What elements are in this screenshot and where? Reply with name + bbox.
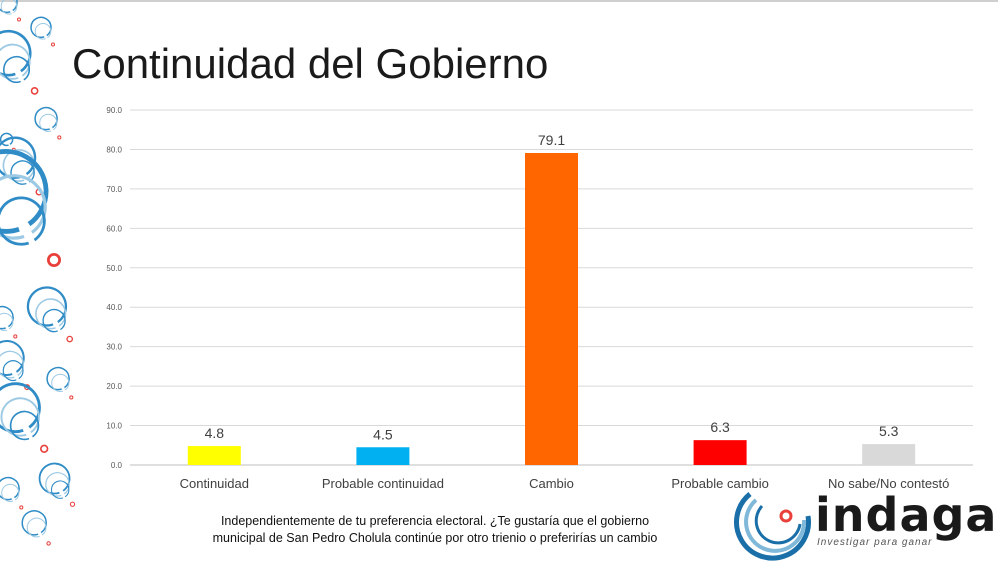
decorative-circle-icon: [38, 462, 76, 507]
data-label: 4.8: [205, 425, 225, 441]
x-category-label: Probable cambio: [671, 476, 769, 491]
x-category-label: Cambio: [529, 476, 574, 491]
data-label: 6.3: [710, 419, 730, 435]
bar-5: [862, 444, 916, 465]
top-border-line: [0, 0, 998, 2]
indaga-logo-mark: [734, 492, 811, 561]
y-tick-label: 80.0: [106, 145, 122, 154]
decorative-circle-icon: [0, 0, 21, 22]
y-tick-label: 40.0: [106, 303, 122, 312]
decorative-circle-icon: [0, 476, 24, 510]
y-tick-label: 50.0: [106, 264, 122, 273]
y-tick-label: 90.0: [106, 106, 122, 115]
decorative-circle-icon: [34, 106, 62, 140]
caption-line-2: municipal de San Pedro Cholula continúe …: [212, 531, 658, 545]
decorative-circle-icon: [0, 382, 49, 454]
decorative-circle-icon: [0, 305, 18, 339]
decorative-circles: [0, 0, 76, 546]
y-tick-label: 0.0: [111, 461, 123, 470]
caption-line-1: Independientemente de tu preferencia ele…: [220, 514, 650, 528]
y-tick-label: 30.0: [106, 343, 122, 352]
bar-2: [356, 447, 410, 465]
decorative-circle-icon: [0, 340, 31, 391]
y-tick-label: 70.0: [106, 185, 122, 194]
data-label: 5.3: [879, 423, 899, 439]
decorative-circle-icon: [0, 149, 62, 267]
x-category-label: Continuidad: [180, 476, 249, 491]
bar-3: [525, 152, 578, 465]
data-label: 79.1: [538, 132, 565, 148]
x-category-label: Probable continuidad: [322, 476, 444, 491]
logo-wordmark: indaga: [815, 488, 998, 542]
decorative-circle-icon: [30, 16, 55, 47]
bar-1: [187, 446, 241, 465]
bar-4: [693, 440, 747, 465]
decorative-circle-icon: [46, 366, 74, 400]
decorative-circle-icon: [0, 29, 39, 95]
chart-caption: Independientemente de tu preferencia ele…: [170, 513, 700, 547]
decorative-circle-icon: [26, 286, 74, 343]
y-tick-label: 10.0: [106, 422, 122, 431]
decorative-circle-icon: [21, 510, 51, 546]
logo-tagline: Investigar para ganar: [817, 537, 933, 548]
y-tick-label: 60.0: [106, 224, 122, 233]
data-label: 4.5: [373, 426, 393, 442]
y-tick-label: 20.0: [106, 382, 122, 391]
logo-circle-icon: [734, 492, 811, 561]
x-category-label: No sabe/No contestó: [828, 476, 949, 491]
page-title: Continuidad del Gobierno: [72, 40, 549, 87]
